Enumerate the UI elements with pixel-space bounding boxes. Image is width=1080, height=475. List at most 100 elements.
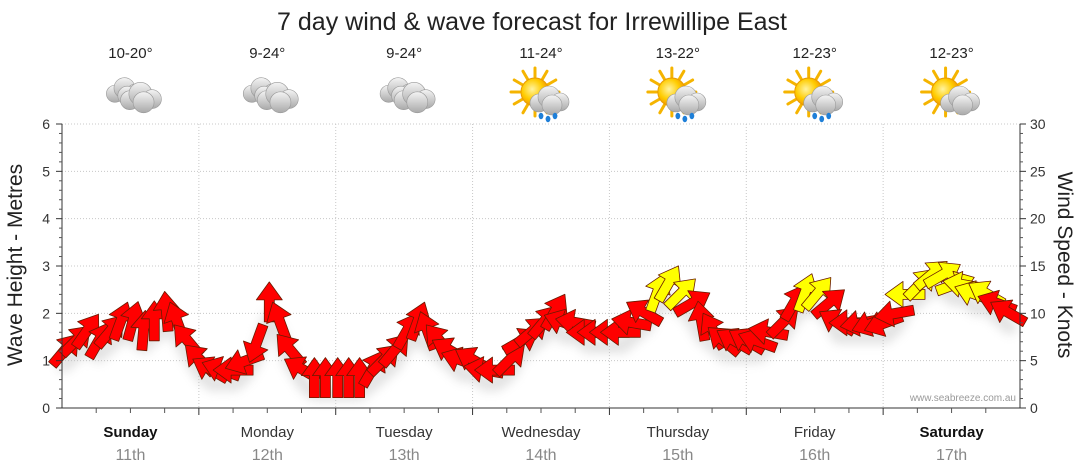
wind-shadow: [57, 282, 1017, 401]
sun-ray: [683, 78, 695, 86]
y-left-tick-label: 1: [42, 353, 50, 369]
sun-ray: [541, 69, 549, 81]
rain-drop: [826, 112, 832, 120]
cloud-puff: [406, 91, 429, 114]
cloud-puff: [678, 94, 700, 116]
day-label-date: 11th: [115, 447, 145, 464]
rain-drop: [819, 115, 825, 123]
sun-ray: [786, 98, 798, 106]
day-label-date: 17th: [936, 447, 967, 464]
day-label-name: Wednesday: [502, 424, 581, 441]
day-label-name: Tuesday: [376, 424, 433, 441]
grid-layer: [62, 123, 1020, 408]
sun-ray: [649, 98, 661, 106]
day-label-name: Saturday: [919, 424, 984, 441]
y-left-tick-label: 5: [42, 163, 50, 179]
y-right-tick-label: 5: [1030, 353, 1038, 369]
cloud-puff: [132, 91, 155, 114]
y-left-tick-label: 0: [42, 400, 50, 416]
day-temperature: 12-23°: [793, 45, 837, 62]
y-right-tick-label: 10: [1030, 305, 1046, 321]
day-temperature: 12-23°: [929, 45, 973, 62]
cloud-puff: [269, 91, 292, 114]
sun-ray: [658, 69, 666, 81]
credit-text: www.seabreeze.com.au: [909, 393, 1016, 404]
rain-drop: [545, 115, 551, 123]
day-label-name: Friday: [794, 424, 836, 441]
wind-arrow: [243, 322, 269, 363]
sun-ray: [521, 103, 529, 115]
cloud-puff: [952, 94, 973, 116]
sun-ray: [512, 78, 524, 86]
rain-drop: [552, 112, 558, 120]
daily-weather-header: 10-20° 9-24° 9-24° 11-24° 13-22° 12-23° 12-23°: [106, 45, 980, 123]
day-temperature: 9-24°: [249, 45, 285, 62]
weather-icon-cloudy: [242, 77, 299, 114]
day-label-date: 14th: [525, 447, 556, 464]
sun-ray: [795, 103, 803, 115]
day-label-name: Monday: [241, 424, 295, 441]
sun-ray: [957, 78, 968, 86]
rain-drop: [682, 115, 688, 123]
day-temperature: 13-22°: [656, 45, 700, 62]
rain-drop: [689, 112, 695, 120]
sun-ray: [923, 98, 935, 106]
day-temperature: 10-20°: [108, 45, 152, 62]
day-label-name: Thursday: [647, 424, 710, 441]
sun-ray: [814, 69, 823, 81]
day-label-date: 13th: [389, 447, 420, 464]
weather-icon-sun-cloud-rain: [783, 66, 844, 123]
weather-icon-sun-cloud-rain: [509, 66, 570, 123]
wind-arrow: [874, 300, 916, 328]
day-label-date: 16th: [799, 447, 830, 464]
day-label-date: 15th: [662, 447, 693, 464]
sun-ray: [951, 69, 960, 81]
weather-icon-cloudy: [379, 77, 436, 114]
sun-ray: [521, 69, 529, 81]
y-right-tick-label: 30: [1030, 116, 1046, 132]
weather-icon-cloudy: [106, 77, 162, 114]
y-axis-right-label: Wind Speed - Knots: [1053, 172, 1076, 359]
sun-ray: [923, 78, 935, 86]
day-label-date: 12th: [252, 447, 283, 464]
wind-arrow: [990, 299, 1029, 328]
y-right-tick-label: 25: [1030, 163, 1046, 179]
sun-ray: [677, 69, 686, 81]
rain-drop: [538, 112, 544, 120]
rain-drop: [675, 112, 681, 120]
day-temperature: 11-24°: [519, 45, 562, 62]
sun-ray: [932, 103, 940, 115]
wind-arrow-shape: [874, 300, 916, 328]
sun-ray: [649, 78, 661, 86]
y-left-tick-label: 4: [42, 211, 50, 227]
y-left-tick-label: 6: [42, 116, 50, 132]
day-temperature: 9-24°: [386, 45, 422, 62]
wind-arrows: [48, 260, 1029, 399]
y-left-tick-label: 3: [42, 258, 50, 274]
axes: 0 1 2 3 4 5 6 0 5 10 15 20 25 30: [42, 116, 1046, 416]
sun-ray: [512, 98, 524, 106]
wind-arrow-shape: [243, 322, 269, 363]
y-axis-left-label: Wave Height - Metres: [4, 164, 27, 366]
wind-arrow-shape: [990, 299, 1029, 328]
y-right-tick-label: 20: [1030, 211, 1046, 227]
day-label-name: Sunday: [103, 424, 158, 441]
y-right-tick-label: 15: [1030, 258, 1046, 274]
day-labels: Sunday 11th Monday 12th Tuesday 13th Wednesday…: [103, 424, 984, 464]
wind-arrow-shape: [626, 299, 665, 328]
weather-icon-sun-cloud-rain: [646, 66, 707, 123]
weather-icon-sun-cloud: [920, 66, 980, 118]
sun-ray: [795, 69, 803, 81]
sun-ray: [820, 78, 831, 86]
sun-ray: [932, 69, 940, 81]
chart-title: 7 day wind & wave forecast for Irrewilli…: [277, 8, 787, 36]
sun-ray: [658, 103, 666, 115]
cloud-puff: [815, 94, 837, 116]
y-left-tick-label: 2: [42, 305, 50, 321]
cloud-puff: [541, 94, 563, 116]
rain-drop: [812, 112, 818, 120]
y-right-tick-label: 0: [1030, 400, 1038, 416]
wind-arrow: [626, 299, 665, 328]
